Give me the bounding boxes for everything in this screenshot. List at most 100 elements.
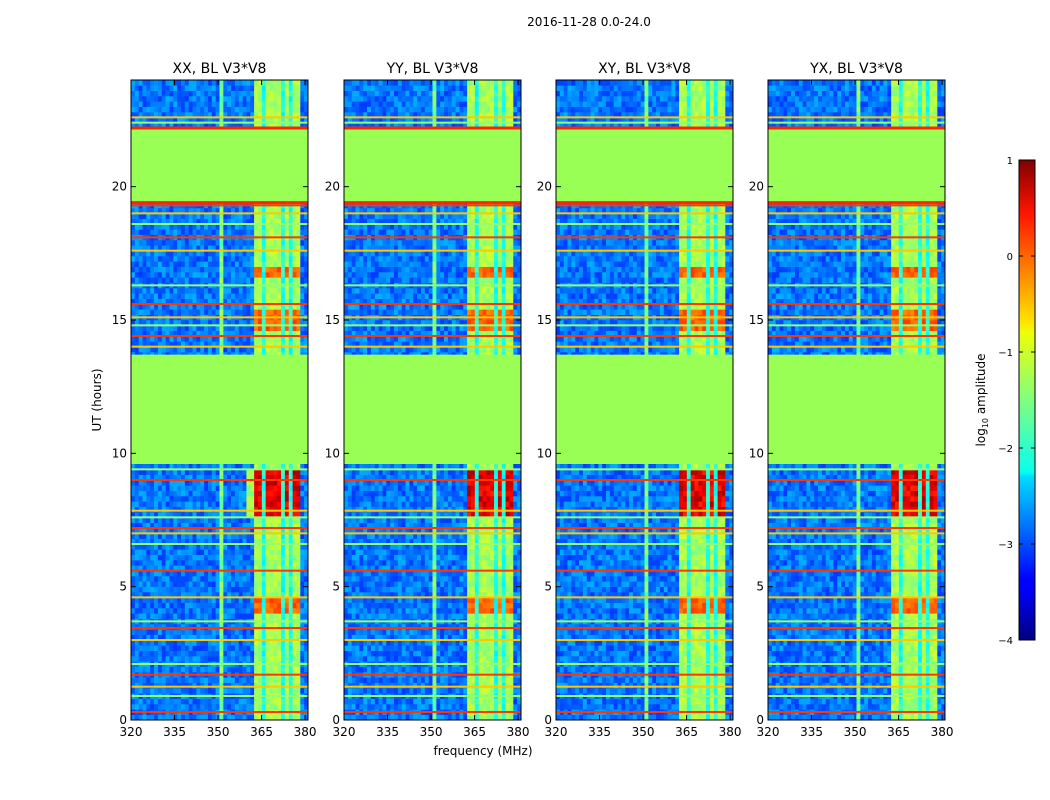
heatmap-cell [497, 698, 503, 705]
heatmap-cell [281, 560, 286, 566]
heatmap-cell [211, 474, 216, 481]
heatmap-cell [227, 117, 232, 123]
heatmap-cell [238, 485, 243, 491]
heatmap-cell [382, 677, 387, 683]
heatmap-cell [444, 656, 449, 662]
heatmap-cell [165, 634, 170, 641]
heatmap-cell [355, 634, 360, 641]
heatmap-cell [219, 704, 224, 710]
y-tick-label: 15 [112, 313, 127, 327]
heatmap-cell [169, 581, 174, 587]
heatmap-cell [257, 474, 263, 481]
heatmap-cell [420, 656, 426, 662]
heatmap-cell [440, 624, 445, 630]
heatmap-cell [296, 309, 301, 315]
heatmap-cell [234, 85, 240, 91]
heatmap-cell [265, 298, 270, 305]
heatmap-cell [184, 629, 190, 635]
heatmap-cell [261, 640, 266, 646]
heatmap-cell [254, 714, 259, 721]
heatmap-cell [397, 688, 403, 694]
heatmap-cell [227, 666, 232, 673]
heatmap-cell [447, 634, 453, 641]
heatmap-cell [254, 464, 259, 470]
heatmap-cell [269, 512, 274, 518]
heatmap-cell [177, 480, 182, 486]
rfi-line [131, 596, 308, 599]
heatmap-cell [231, 688, 236, 694]
heatmap-cell [242, 309, 247, 315]
heatmap-cell [246, 645, 251, 651]
heatmap-cell [292, 224, 297, 230]
heatmap-cell [265, 208, 270, 214]
heatmap-cell [246, 714, 251, 721]
heatmap-cell [273, 496, 278, 502]
heatmap-cell [432, 698, 437, 705]
heatmap-cell [296, 666, 301, 673]
heatmap-cell [234, 597, 240, 603]
heatmap-cell [192, 640, 197, 646]
heatmap-cell [142, 560, 147, 566]
heatmap-cell [211, 666, 216, 673]
heatmap-cell [188, 490, 193, 497]
heatmap-cell [223, 586, 228, 593]
heatmap-cell [269, 517, 274, 523]
heatmap-cell [265, 656, 270, 662]
heatmap-cell [363, 645, 368, 651]
heatmap-cell [254, 261, 259, 267]
heatmap-cell [188, 640, 193, 646]
heatmap-cell [242, 256, 247, 262]
heatmap-cell [142, 293, 147, 299]
heatmap-cell [304, 645, 309, 651]
heatmap-cell [157, 464, 163, 470]
heatmap-cell [177, 218, 182, 225]
heatmap-cell [142, 666, 147, 673]
heatmap-cell [188, 485, 193, 491]
heatmap-cell [505, 714, 510, 721]
heatmap-cell [165, 304, 170, 310]
heatmap-cell [157, 469, 163, 475]
heatmap-cell [284, 714, 290, 721]
heatmap-cell [196, 309, 201, 315]
heatmap-cell [269, 293, 274, 299]
heatmap-cell [134, 634, 139, 641]
heatmap-cell [269, 576, 274, 582]
heatmap-cell [273, 480, 278, 486]
heatmap-cell [142, 474, 147, 481]
heatmap-cell [142, 565, 147, 571]
heatmap-cell [420, 634, 426, 641]
heatmap-cell [300, 645, 305, 651]
heatmap-cell [215, 330, 220, 337]
heatmap-cell [234, 650, 240, 657]
heatmap-cell [382, 608, 387, 614]
heatmap-cell [250, 602, 255, 609]
heatmap-cell [157, 96, 163, 102]
heatmap-cell [150, 565, 155, 571]
heatmap-cell [196, 501, 201, 507]
heatmap-cell [501, 613, 506, 619]
heatmap-cell [254, 266, 259, 273]
heatmap-cell [401, 640, 406, 646]
heatmap-cell [436, 714, 441, 721]
heatmap-cell [177, 341, 182, 347]
heatmap-cell [134, 576, 139, 582]
heatmap-cell [165, 117, 170, 123]
heatmap-cell [304, 581, 309, 587]
heatmap-cell [273, 522, 278, 529]
heatmap-cell [161, 480, 166, 486]
heatmap-cell [154, 624, 159, 630]
heatmap-cell [150, 90, 155, 97]
heatmap-cell [223, 533, 228, 539]
heatmap-cell [486, 656, 491, 662]
heatmap-cell [397, 640, 403, 646]
heatmap-cell [257, 634, 263, 641]
heatmap-cell [150, 469, 155, 475]
heatmap-cell [161, 112, 166, 118]
heatmap-cell [227, 293, 232, 299]
heatmap-cell [254, 650, 259, 657]
heatmap-cell [219, 96, 224, 102]
heatmap-cell [134, 229, 139, 235]
heatmap-cell [436, 650, 441, 657]
heatmap-cell [131, 122, 136, 129]
heatmap-cell [200, 213, 205, 219]
